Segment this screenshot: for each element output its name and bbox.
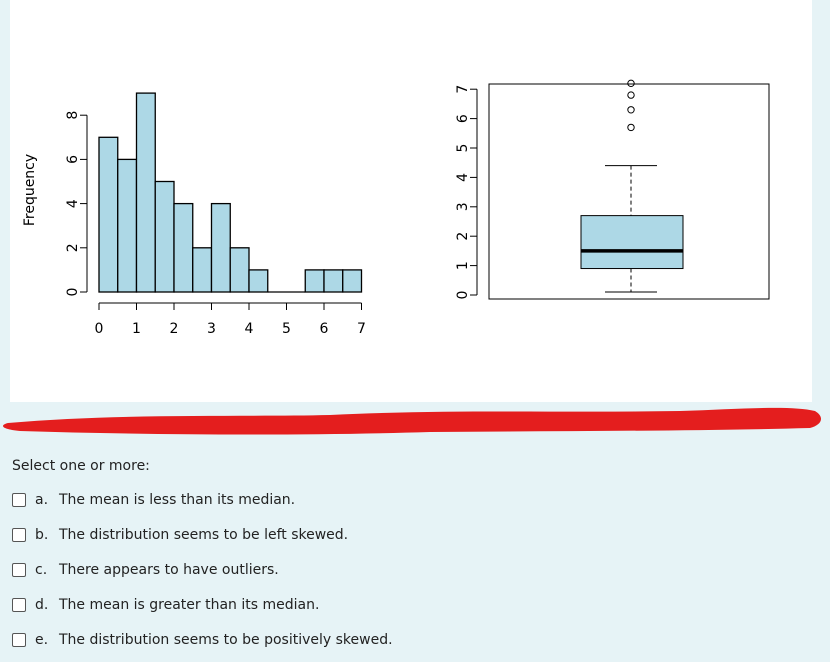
option-a[interactable]: a. The mean is less than its median.	[12, 482, 812, 517]
option-text: The mean is greater than its median.	[59, 596, 320, 613]
y-tick-label: 4	[455, 173, 471, 182]
histogram-bar	[154, 180, 175, 293]
x-tick-label: 2	[170, 321, 179, 337]
option-text: There appears to have outliers.	[59, 561, 279, 578]
y-tick-label: 2	[65, 243, 81, 252]
histogram-bar	[192, 247, 213, 293]
y-tick-label: 7	[455, 85, 471, 94]
histogram-bar	[248, 269, 269, 293]
histogram-bar	[342, 269, 363, 293]
option-text: The distribution seems to be positively …	[59, 631, 393, 648]
outlier-point	[627, 106, 635, 114]
iqr-box	[580, 215, 684, 270]
option-e[interactable]: e. The distribution seems to be positive…	[12, 622, 812, 657]
option-b[interactable]: b. The distribution seems to be left ske…	[12, 517, 812, 552]
y-tick-label: 1	[455, 261, 471, 270]
question-block: Select one or more: a. The mean is less …	[12, 458, 812, 657]
x-tick-label: 5	[282, 321, 291, 337]
histogram-bar	[173, 202, 194, 293]
checkbox-a[interactable]	[12, 492, 26, 507]
option-letter: a.	[35, 491, 49, 508]
option-c[interactable]: c. There appears to have outliers.	[12, 552, 812, 587]
y-tick-label: 8	[65, 111, 81, 120]
y-axis-label: Frequency	[22, 154, 38, 226]
outlier-point	[627, 91, 635, 99]
x-tick-label: 1	[132, 321, 141, 337]
x-tick-label: 4	[245, 321, 254, 337]
boxplot: 0 1 2 3 4 5 6 7	[455, 79, 770, 300]
histogram-bar	[135, 92, 156, 293]
figure-svg: 0 1 2 3 4 5 6 7 0 2 4 6 8 Frequency 0 1 2 3 4 5 6 7	[22, 79, 770, 337]
checkbox-b[interactable]	[12, 527, 26, 542]
histogram-bar	[210, 202, 231, 293]
histogram-bar	[117, 158, 138, 293]
x-tick-label: 3	[207, 321, 216, 337]
option-letter: b.	[35, 526, 49, 543]
x-tick-label: 0	[95, 321, 104, 337]
y-tick-label: 0	[65, 288, 81, 297]
redaction-mark	[3, 407, 822, 435]
y-tick-label: 4	[65, 199, 81, 208]
histogram-bar	[98, 136, 119, 293]
figure-panel: 0 1 2 3 4 5 6 7 0 2 4 6 8 Frequency 0 1 2 3 4 5 6 7	[10, 0, 812, 402]
checkbox-e[interactable]	[12, 632, 26, 647]
plot-frame	[488, 83, 770, 300]
option-text: The distribution seems to be left skewed…	[59, 526, 349, 543]
histogram-bar	[304, 269, 325, 293]
option-text: The mean is less than its median.	[59, 491, 296, 508]
y-tick-label: 5	[455, 144, 471, 153]
option-letter: e.	[35, 631, 49, 648]
histogram: 0 1 2 3 4 5 6 7 0 2 4 6 8 Frequency	[22, 92, 366, 337]
redaction-stroke	[3, 407, 822, 435]
option-letter: c.	[35, 561, 48, 578]
histogram-bar	[323, 269, 344, 293]
x-tick-label: 6	[320, 321, 329, 337]
y-tick-label: 0	[455, 291, 471, 300]
x-tick-label: 7	[357, 321, 366, 337]
option-letter: d.	[35, 596, 49, 613]
y-tick-label: 6	[65, 155, 81, 164]
histogram-bar	[229, 247, 250, 293]
outlier-point	[627, 79, 635, 88]
select-prompt: Select one or more:	[12, 458, 150, 474]
option-d[interactable]: d. The mean is greater than its median.	[12, 587, 812, 622]
y-tick-label: 6	[455, 114, 471, 123]
y-tick-label: 3	[455, 202, 471, 211]
outlier-point	[627, 123, 635, 132]
checkbox-c[interactable]	[12, 562, 26, 577]
checkbox-d[interactable]	[12, 597, 26, 612]
y-tick-label: 2	[455, 232, 471, 241]
